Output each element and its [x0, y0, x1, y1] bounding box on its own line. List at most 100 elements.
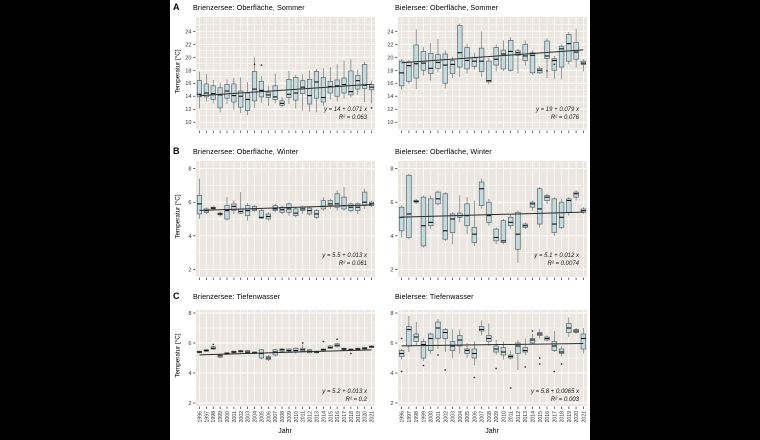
- box: [355, 75, 361, 90]
- panel-a-left: 10 12 14 16 18 20 22 24: [185, 17, 375, 133]
- box: [493, 228, 499, 242]
- year-label: 2012: [308, 411, 314, 423]
- year-label: 2010: [501, 411, 507, 423]
- panel-c-left: 2 4 6 8 1996 1997 1998 1999 2000 2001 2002 2003 2004…: [188, 310, 376, 423]
- box: [580, 333, 587, 350]
- year-label: 2021: [370, 411, 376, 423]
- outlier-point: [350, 352, 352, 355]
- year-label: 2003: [246, 411, 252, 423]
- box: [435, 54, 441, 69]
- y-tick-label: 22: [387, 42, 393, 48]
- panel-b-right: 2 4 6 8: [390, 161, 587, 280]
- box: [348, 70, 354, 96]
- year-label: 2018: [560, 411, 566, 423]
- box: [558, 348, 565, 354]
- box: [551, 198, 557, 233]
- year-label: 2005: [465, 411, 471, 423]
- box: [334, 193, 340, 208]
- year-label: 2015: [538, 411, 544, 423]
- r-squared-text: R² = 0.0074: [547, 261, 579, 267]
- year-label: 2015: [328, 411, 334, 423]
- y-tick-label: 6: [390, 341, 393, 347]
- title-brienzersee-winter: Brienzersee: Oberfläche, Winter: [193, 147, 299, 156]
- year-label: 2016: [335, 411, 341, 423]
- year-label: 2000: [225, 411, 231, 423]
- y-tick-label: 18: [387, 68, 393, 74]
- box: [500, 49, 507, 70]
- title-brienzersee-sommer: Brienzersee: Oberfläche, Sommer: [193, 3, 305, 12]
- box: [449, 60, 456, 74]
- box: [334, 79, 340, 97]
- outlier-point: [538, 363, 541, 365]
- equation-text: y = 14 + 0.071 x: [323, 107, 367, 113]
- outlier-point: [495, 367, 498, 370]
- outlier-point: [212, 343, 215, 346]
- year-label: 1996: [197, 411, 203, 423]
- equation-panel-a-right: y = 19 + 0.079 x R² = 0.076: [398, 106, 579, 122]
- figure: 10 12 14 16 18 20 22 24 10 12 14 16 18 20 22 24 2 4 6 8 2 4 6 8…: [170, 0, 590, 440]
- year-label: 2012: [516, 411, 522, 423]
- year-label: 2014: [321, 411, 327, 423]
- year-label: 1997: [204, 411, 210, 423]
- outlier-point: [336, 338, 339, 341]
- year-label: 1999: [421, 411, 427, 423]
- outlier-point: [524, 366, 527, 368]
- y-tick-label: 12: [185, 107, 191, 113]
- equation-text: y = 19 + 0.079 x: [535, 107, 579, 113]
- y-tick-label: 6: [188, 341, 191, 347]
- y-tick-label: 2: [188, 267, 191, 273]
- y-tick-label: 4: [188, 371, 191, 377]
- year-label: 2000: [429, 411, 435, 423]
- y-tick-label: 4: [390, 234, 393, 240]
- y-axis-title-row-c: Temperatur [°C]: [174, 333, 182, 378]
- r-squared-text: R² = 0.003: [550, 397, 579, 403]
- outlier-point: [444, 369, 447, 371]
- box: [420, 196, 427, 247]
- box: [442, 329, 448, 339]
- y-tick-label: 20: [185, 55, 191, 61]
- year-label: 2011: [301, 411, 307, 422]
- box: [224, 205, 230, 220]
- y-tick-label: 20: [387, 55, 393, 61]
- y-tick-label: 18: [185, 68, 191, 74]
- box: [522, 43, 528, 61]
- equation-panel-b-right: y = 5.1 + 0.012 x R² = 0.0074: [398, 252, 579, 268]
- box: [428, 53, 434, 74]
- outlier-point: [553, 63, 556, 66]
- year-label: 2019: [356, 411, 362, 423]
- box: [217, 87, 223, 109]
- equation-panel-c-right: y = 5.8 + 0.0065 x R² = 0.003: [398, 388, 579, 404]
- y-tick-label: 4: [188, 234, 191, 240]
- box: [537, 188, 543, 225]
- y-tick-label: 14: [387, 94, 393, 100]
- outlier-point: [370, 107, 373, 109]
- y-tick-label: 4: [390, 371, 393, 377]
- box: [515, 342, 521, 354]
- y-tick-label: 8: [188, 311, 191, 317]
- equation-text: y = 5.2 + 0.013 x: [322, 389, 367, 395]
- y-tick-label: 8: [390, 311, 393, 317]
- y-tick-label: 16: [185, 81, 191, 87]
- box: [320, 200, 326, 210]
- y-tick-label: 16: [387, 81, 393, 87]
- panel-label-a: A: [173, 2, 180, 12]
- plot-background: [196, 17, 375, 130]
- box: [413, 333, 419, 342]
- outlier-point: [437, 354, 439, 356]
- outlier-point: [400, 337, 403, 340]
- year-label: 2005: [259, 411, 265, 423]
- year-label: 2007: [480, 411, 486, 423]
- equation-panel-b-left: y = 5.5 + 0.013 x R² = 0.061: [196, 252, 367, 268]
- y-tick-label: 24: [387, 29, 393, 35]
- r-squared-text: R² = 0.061: [338, 261, 367, 267]
- y-axis-title-row-b: Temperatur [°C]: [174, 194, 182, 239]
- y-tick-label: 2: [390, 267, 393, 273]
- outlier-point: [400, 370, 403, 373]
- year-label: 2001: [436, 411, 442, 423]
- box: [544, 195, 550, 201]
- year-label: 2010: [294, 411, 300, 423]
- box: [464, 348, 470, 354]
- box: [558, 201, 565, 228]
- y-tick-label: 8: [390, 167, 393, 173]
